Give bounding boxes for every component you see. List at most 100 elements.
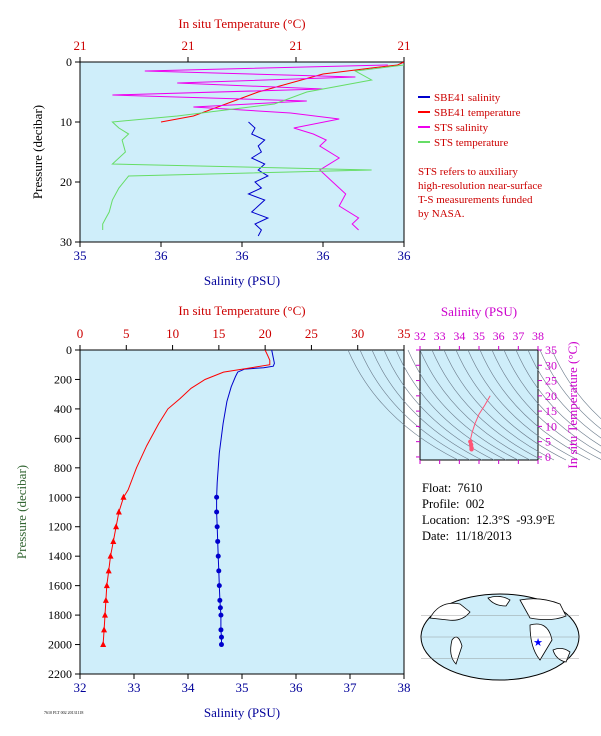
salinity-marker (218, 642, 224, 648)
legend-note: high-resolution near-surface (418, 180, 542, 192)
legend-label: STS salinity (434, 122, 489, 134)
top-series-sts_temp (102, 64, 405, 230)
salinity-marker (215, 553, 221, 559)
top-series-sbe_sal (247, 121, 270, 237)
main-temp-tick-label: 35 (398, 326, 411, 341)
salinity-marker (214, 509, 220, 515)
legend-label: SBE41 salinity (434, 92, 501, 104)
density-contour (443, 349, 555, 461)
ts-y-tick-label: 20 (545, 389, 557, 403)
ts-salinity-axis-title: Salinity (PSU) (441, 304, 517, 319)
top-x-tick-label: 36 (317, 248, 331, 263)
main-y-tick-label: 800 (54, 461, 72, 475)
top-temp-tick-label: 21 (290, 38, 303, 53)
salinity-marker (218, 627, 224, 633)
salinity-marker (216, 568, 222, 574)
legend-note: STS refers to auxiliary (418, 166, 518, 178)
ts-x-tick-label: 37 (512, 329, 524, 343)
top-y-tick-label: 30 (60, 235, 72, 249)
ts-y-tick-label: 15 (545, 404, 557, 418)
ts-x-tick-label: 38 (532, 329, 544, 343)
top-temp-axis-title: In situ Temperature (°C) (178, 16, 305, 31)
density-contour (479, 349, 591, 461)
density-contour (395, 349, 507, 461)
map-landmass (487, 596, 511, 607)
main-y-tick-label: 0 (66, 343, 72, 357)
ts-x-tick-label: 34 (453, 329, 465, 343)
location: Location: 12.3°S -93.9°E (422, 513, 555, 527)
main-temp-tick-label: 25 (305, 326, 318, 341)
top-y-tick-label: 10 (60, 115, 72, 129)
main-temp-tick-label: 20 (259, 326, 272, 341)
temperature-marker (103, 582, 110, 589)
map-landmass (529, 623, 553, 661)
main-y-tick-label: 1600 (48, 579, 72, 593)
main-temp-tick-label: 30 (351, 326, 364, 341)
legend-label: STS temperature (434, 137, 508, 149)
main-temp-tick-label: 5 (123, 326, 130, 341)
main-temp-tick-label: 15 (212, 326, 225, 341)
density-contour (467, 349, 579, 461)
main-salinity-axis-title: Salinity (PSU) (204, 705, 280, 720)
main-plot-area (79, 349, 405, 675)
density-contour (551, 349, 601, 420)
density-contour (407, 349, 519, 461)
main-pressure-axis-title: Pressure (decibar) (14, 465, 29, 559)
density-contour (431, 349, 543, 461)
top-temp-tick-label: 21 (398, 38, 411, 53)
legend-note: T-S measurements funded (418, 194, 533, 206)
main-x-tick-label: 36 (290, 680, 304, 695)
main-x-tick-label: 34 (182, 680, 196, 695)
density-contour (419, 349, 531, 461)
top-x-tick-label: 35 (74, 248, 87, 263)
salinity-marker (214, 524, 220, 530)
density-contour (371, 349, 483, 461)
main-y-tick-label: 400 (54, 402, 72, 416)
top-salinity-axis-title: Salinity (PSU) (204, 273, 280, 288)
ts-y-tick-label: 5 (545, 435, 551, 449)
top-x-tick-label: 36 (398, 248, 412, 263)
temperature-marker (113, 523, 120, 530)
float-info: Float: 7610 Profile: 002 Location: 12.3°… (422, 480, 555, 544)
footer-id: 7610 FLT 002 20131118 (44, 710, 84, 715)
density-contour (347, 349, 459, 461)
ts-y-tick-label: 25 (545, 374, 557, 388)
main-x-tick-label: 38 (398, 680, 411, 695)
ts-y-tick-label: 10 (545, 419, 557, 433)
ts-x-tick-label: 36 (493, 329, 505, 343)
temperature-marker (100, 641, 107, 648)
density-contour (383, 349, 495, 461)
map-landmass (519, 598, 567, 620)
top-series-sbe_temp (160, 61, 405, 123)
ts-x-tick-label: 35 (473, 329, 485, 343)
main-x-tick-label: 33 (128, 680, 141, 695)
top-temp-tick-label: 21 (74, 38, 87, 53)
float-location-marker: ★ (533, 637, 543, 649)
main-x-tick-label: 37 (344, 680, 358, 695)
temperature-marker (101, 626, 108, 633)
map-landmass (429, 602, 471, 621)
temperature-marker (101, 611, 108, 618)
density-contour (527, 349, 601, 439)
main-y-tick-label: 600 (54, 431, 72, 445)
top-x-tick-label: 36 (155, 248, 169, 263)
main-x-tick-label: 32 (74, 680, 87, 695)
temperature-marker (107, 552, 114, 559)
legend-label: SBE41 temperature (434, 107, 521, 119)
salinity-marker (218, 634, 224, 640)
density-contour (515, 349, 601, 447)
salinity-marker (214, 494, 220, 500)
main-y-tick-label: 1800 (48, 608, 72, 622)
salinity-marker (218, 612, 224, 618)
salinity-marker (217, 605, 223, 611)
ts-y-tick-label: 0 (545, 450, 551, 464)
main-y-tick-label: 200 (54, 372, 72, 386)
temperature-marker (110, 537, 117, 544)
ts-x-tick-label: 33 (434, 329, 446, 343)
main-temp-tick-label: 0 (77, 326, 84, 341)
main-temp-tick-label: 10 (166, 326, 179, 341)
top-x-tick-label: 36 (236, 248, 250, 263)
world-map: ★ (420, 593, 580, 681)
profile-number: Profile: 002 (422, 497, 485, 511)
